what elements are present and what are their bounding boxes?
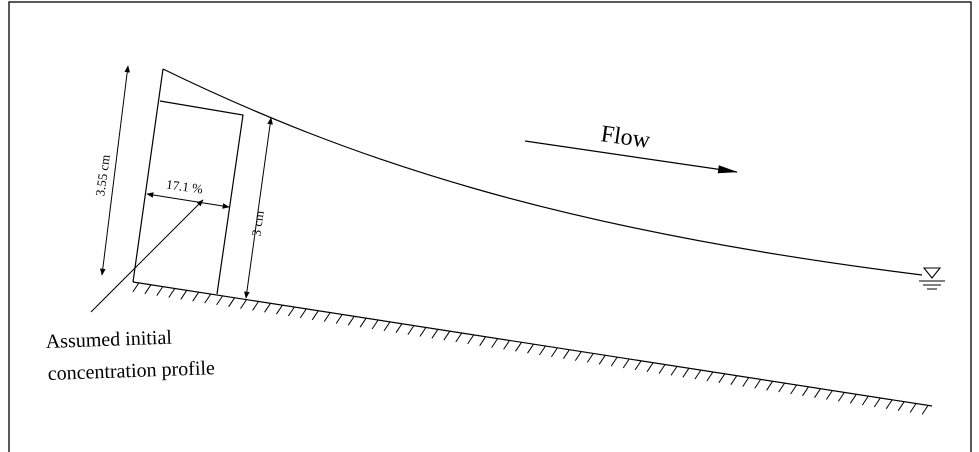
bed-hatch-mark: [634, 360, 642, 371]
diagram-frame: [8, 1, 972, 452]
bed-hatch-mark: [718, 373, 726, 384]
bed-hatch-mark: [802, 386, 809, 397]
bed-hatch-mark: [168, 288, 176, 298]
bed-hatch-mark: [909, 403, 917, 413]
bed-hatch-mark: [754, 379, 762, 389]
bed-hatch-mark: [598, 355, 606, 365]
bed-hatch-mark: [228, 297, 236, 308]
bed-hatch-mark: [156, 286, 164, 296]
bed-hatch-mark: [443, 330, 451, 341]
bed-hatch-mark: [467, 334, 475, 345]
bed-hatch-mark: [347, 316, 355, 326]
bed-hatch-mark: [921, 405, 929, 415]
channel-bed-line: [132, 281, 933, 407]
bed-hatch-mark: [778, 382, 786, 393]
flow-label: Flow: [599, 121, 652, 154]
concentration-profile-block: [159, 100, 244, 295]
bed-hatch-mark: [861, 395, 869, 406]
bed-hatch-mark: [192, 291, 200, 302]
bed-hatch-mark: [299, 308, 307, 319]
bed-hatch-mark: [419, 327, 427, 337]
bed-hatch-mark: [897, 401, 905, 411]
bed-hatch-mark: [132, 282, 140, 293]
bed-hatch-mark: [216, 295, 224, 306]
bed-hatch-mark: [527, 343, 534, 354]
annotation-leader-line: [90, 199, 204, 313]
bed-hatch-mark: [742, 377, 750, 387]
bed-hatch-mark: [730, 375, 738, 385]
bed-hatch-mark: [885, 399, 893, 410]
bed-hatch-mark: [252, 301, 259, 311]
bed-hatch-mark: [180, 290, 188, 300]
flow-arrow: [524, 140, 738, 174]
bed-hatch-mark: [658, 364, 666, 374]
water-surface-curve: [162, 68, 923, 276]
hatched-bed-icon: [132, 282, 929, 415]
bed-hatch-mark: [287, 306, 295, 317]
bed-hatch-mark: [264, 303, 271, 313]
bed-hatch-mark: [275, 304, 283, 315]
bed-hatch-mark: [383, 321, 391, 332]
annotation-line-2: concentration profile: [47, 357, 215, 385]
bed-hatch-mark: [646, 362, 654, 372]
bed-hatch-mark: [873, 397, 881, 408]
annotation-line-1: Assumed initial: [45, 327, 172, 353]
depth-total-dimension: [99, 65, 131, 276]
bed-hatch-mark: [491, 338, 499, 348]
bed-hatch-mark: [515, 342, 522, 352]
concentration-label: 17.1 %: [165, 177, 204, 197]
bed-hatch-mark: [586, 353, 594, 363]
water-level-triangle-icon: [919, 267, 945, 290]
bed-hatch-mark: [479, 336, 487, 346]
depth-layer-dimension: [244, 117, 273, 299]
bed-hatch-mark: [204, 293, 212, 304]
bed-hatch-mark: [359, 317, 367, 328]
bed-hatch-mark: [694, 369, 702, 380]
bed-hatch-mark: [395, 323, 403, 333]
bed-hatch-mark: [610, 356, 618, 367]
bed-hatch-mark: [766, 381, 774, 391]
bed-hatch-mark: [323, 312, 331, 322]
bed-hatch-mark: [682, 368, 690, 378]
bed-hatch-mark: [550, 347, 558, 358]
bed-hatch-mark: [562, 349, 570, 359]
bed-hatch-mark: [574, 351, 582, 361]
bed-hatch-mark: [407, 325, 415, 335]
bed-hatch-mark: [455, 332, 463, 343]
bed-hatch-mark: [371, 319, 379, 330]
depth-layer-label: 3 cm: [248, 210, 266, 237]
bed-hatch-mark: [311, 310, 319, 321]
bed-hatch-mark: [144, 284, 152, 295]
bed-hatch-mark: [706, 371, 714, 382]
bed-hatch-mark: [622, 358, 630, 369]
bed-hatch-mark: [849, 394, 857, 404]
bed-hatch-mark: [814, 388, 821, 398]
concentration-dimension: [146, 192, 230, 209]
inlet-wall-line: [132, 68, 164, 283]
bed-hatch-mark: [539, 345, 546, 356]
bed-hatch-mark: [503, 340, 511, 350]
bed-hatch-mark: [431, 329, 439, 339]
bed-hatch-mark: [837, 392, 845, 402]
bed-hatch-mark: [825, 390, 833, 400]
bed-hatch-mark: [240, 299, 247, 309]
bed-hatch-mark: [790, 384, 798, 395]
depth-total-label: 3.55 cm: [92, 154, 113, 198]
bed-hatch-mark: [335, 314, 343, 324]
bed-hatch-mark: [670, 366, 678, 376]
